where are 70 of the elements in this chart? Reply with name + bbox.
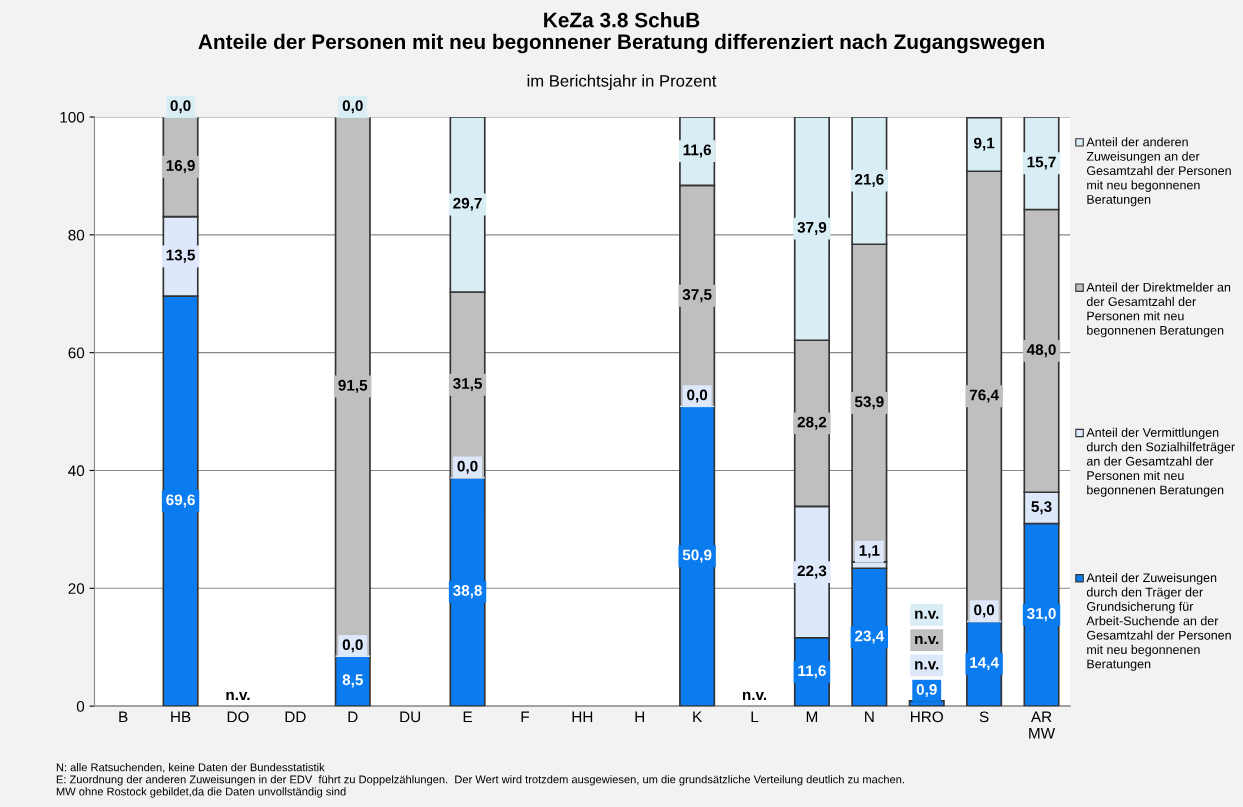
legend-label: Anteil der Vermittlungen durch den Sozialhilfeträger an der Gesamtzahl der Personen mit neu begonnenen Beratungen (1086, 427, 1235, 497)
y-tick-label: 100 (60, 111, 85, 123)
data-label: 9,1 (974, 137, 995, 151)
data-label: 48,0 (1026, 344, 1056, 358)
text: n.v. (742, 691, 767, 701)
y-tick-label: 20 (68, 583, 85, 594)
data-label: 11,6 (798, 665, 826, 679)
data-label: 11,6 (683, 144, 712, 158)
x-tick-label: DD (285, 711, 306, 723)
data-label: 8,5 (342, 674, 363, 688)
data-label: 0,9 (916, 684, 937, 698)
data-label: 38,8 (453, 585, 482, 599)
data-label: 0,0 (342, 639, 363, 653)
data-label: 23,4 (855, 630, 885, 644)
data-label: 1,1 (859, 545, 880, 559)
x-tick-label: F (521, 711, 529, 723)
data-label: 0,0 (687, 389, 708, 403)
data-label: 22,3 (797, 565, 827, 579)
x-tick-label: HB (171, 711, 191, 723)
x-tick-label: HH (572, 711, 593, 723)
data-label: 5,3 (1031, 501, 1052, 515)
x-tick-label: DU (400, 711, 421, 723)
data-label: 0,0 (457, 460, 478, 474)
text: MW ohne Rostock gebildet,da die Daten unvollständig sind (56, 787, 346, 798)
x-tick-label: B (119, 711, 128, 723)
data-label: 21,6 (855, 173, 884, 187)
x-tick-label: D (348, 711, 358, 723)
chart-subtitle: im Berichtsjahr in Prozent (527, 74, 717, 91)
data-label: 76,4 (969, 389, 999, 403)
text: n.v. (226, 691, 250, 701)
legend-label: Anteil der Zuweisungen durch den Träger der Grundsicherung für Arbeit-Suchende an der Gesamtzahl der Personen mit neu begonnenen Beratungen (1086, 572, 1231, 671)
y-tick-label: 40 (68, 465, 85, 477)
x-tick-label: K (693, 711, 703, 723)
data-label: 15,7 (1027, 156, 1056, 170)
x-tick-label: AR MW (1029, 711, 1056, 739)
data-label: 29,7 (453, 197, 482, 211)
x-tick-label: S (979, 711, 989, 723)
data-label: 0,0 (170, 100, 191, 114)
text: n.v. (915, 661, 939, 670)
x-tick-label: N (865, 711, 874, 723)
x-tick-label: E (463, 711, 472, 723)
data-label: 28,2 (797, 416, 827, 430)
data-label: 0,0 (342, 100, 363, 114)
x-tick-label: M (806, 711, 818, 723)
text: E: Zuordnung der anderen Zuweisungen in der EDV führt zu Doppelzählungen. Der Wert wird trotzdem ausgewiesen, um die grundsätzliche Verteilung deutlich zu machen. (56, 775, 904, 786)
data-label: 37,9 (797, 221, 827, 235)
text: n.v. (915, 610, 939, 619)
data-label: 31,0 (1027, 608, 1056, 622)
y-tick-label: 0 (76, 700, 85, 712)
data-label: 31,5 (453, 378, 482, 392)
data-label: 13,5 (166, 249, 196, 263)
text: N: alle Ratsuchenden, keine Daten der Bundesstatistik (56, 763, 325, 773)
data-label: 69,6 (166, 494, 195, 508)
legend-label: Anteil der Direktmelder an der Gesamtzahl der Personen mit neu begonnenen Beratungen (1086, 282, 1231, 338)
legend-label: Anteil der anderen Zuweisungen an der Gesamtzahl der Personen mit neu begonnenen Beratungen (1086, 137, 1231, 207)
data-label: 91,5 (338, 379, 368, 393)
data-label: 37,5 (682, 289, 712, 303)
data-label: 0,0 (974, 604, 995, 618)
x-tick-label: H (635, 711, 645, 723)
data-label: 14,4 (970, 657, 999, 671)
data-label: 53,9 (854, 396, 884, 410)
y-tick-label: 60 (68, 347, 85, 359)
y-tick-label: 80 (68, 229, 85, 241)
x-tick-label: DO (227, 711, 249, 723)
data-label: 50,9 (682, 549, 712, 563)
x-tick-label: L (751, 711, 759, 723)
text: n.v. (915, 635, 939, 645)
chart-title: KeZa 3.8 SchuB Anteile der Personen mit neu begonnener Beratung differenziert nach Zugangswegen (198, 12, 1044, 54)
x-tick-label: HRO (911, 711, 943, 723)
data-label: 16,9 (166, 160, 195, 174)
